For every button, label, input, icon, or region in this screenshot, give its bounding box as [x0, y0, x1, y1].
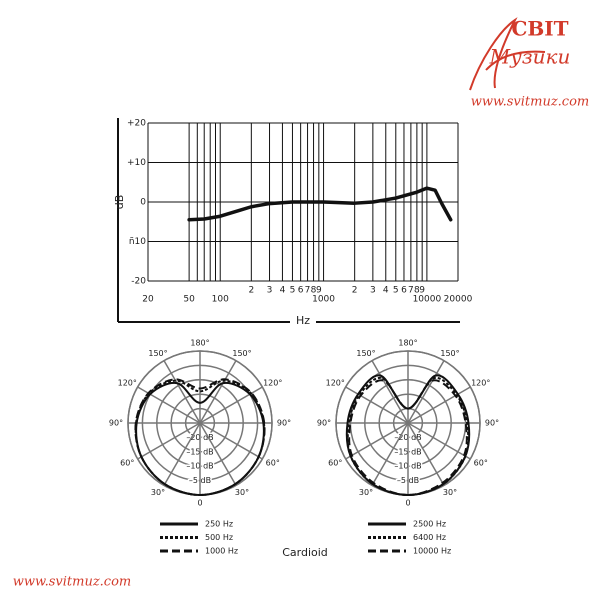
theta-tick-label: 120° — [118, 379, 137, 388]
y-tick-label: -20 — [131, 277, 146, 287]
legend-label: 6400 Hz — [413, 533, 446, 542]
polar-spoke — [163, 360, 201, 424]
x-tick-label: 8 — [414, 286, 420, 296]
theta-tick-label: 150° — [440, 349, 459, 358]
x-tick-label: 6 — [401, 286, 407, 296]
x-tick-label: 3 — [267, 286, 273, 296]
x-tick-label: 4 — [280, 286, 286, 296]
theta-tick-label: 0 — [197, 499, 202, 508]
polar-curve — [134, 378, 266, 496]
y-axis-label: dB — [113, 195, 126, 210]
x-tick-label: 7 — [305, 286, 311, 296]
theta-tick-label: 60° — [266, 459, 280, 468]
polar-spoke — [163, 422, 201, 486]
x-tick-label: 8 — [311, 286, 317, 296]
legend-label: 1000 Hz — [205, 547, 238, 556]
polar-spoke — [407, 422, 471, 460]
theta-tick-label: 60° — [474, 459, 488, 468]
polar-spoke — [407, 386, 471, 424]
x-tick-label: 5 — [290, 286, 296, 296]
x-tick-label: 20 — [142, 295, 154, 305]
x-tick-label: 1000 — [312, 295, 335, 305]
legend-label: 10000 Hz — [413, 547, 451, 556]
polar-spoke — [371, 422, 409, 486]
polar-curve — [134, 379, 266, 496]
theta-tick-label: 150° — [232, 349, 251, 358]
theta-tick-label: 60° — [328, 459, 342, 468]
polar-curve — [346, 376, 470, 496]
theta-tick-label: 30° — [151, 488, 165, 497]
polar-spoke — [407, 422, 445, 486]
y-tick-label: +10 — [127, 158, 146, 168]
polar-spoke — [371, 360, 409, 424]
x-tick-label: 6 — [298, 286, 304, 296]
legend-label: 500 Hz — [205, 533, 233, 542]
theta-tick-label: 30° — [235, 488, 249, 497]
theta-tick-label: 0 — [405, 499, 410, 508]
logo-swirl — [469, 17, 546, 91]
brand-name: СВІТ — [511, 17, 568, 41]
theta-tick-label: 120° — [263, 379, 282, 388]
theta-tick-label: 90° — [277, 419, 291, 428]
x-tick-label: 2 — [248, 286, 254, 296]
brand-url[interactable]: www.svitmuz.com — [471, 95, 590, 110]
y-tick-label: 0 — [140, 198, 146, 208]
theta-tick-label: 90° — [109, 419, 123, 428]
theta-tick-label: 90° — [485, 419, 499, 428]
x-tick-label: 100 — [212, 295, 229, 305]
theta-tick-label: 90° — [317, 419, 331, 428]
theta-tick-label: 150° — [148, 349, 167, 358]
polar-spoke — [137, 422, 201, 460]
response-line — [187, 186, 453, 222]
x-tick-label: 5 — [393, 286, 399, 296]
x-tick-label: 9 — [316, 286, 322, 296]
theta-tick-label: 150° — [356, 349, 375, 358]
x-axis-label: Hz — [296, 314, 310, 327]
x-tick-label: 9 — [419, 286, 425, 296]
x-tick-label: 50 — [183, 295, 195, 305]
legend-label: 250 Hz — [205, 520, 233, 529]
polar-spoke — [199, 360, 237, 424]
polar-curve — [348, 379, 468, 496]
footer-url[interactable]: www.svitmuz.com — [13, 575, 132, 590]
x-tick-label: 3 — [370, 286, 376, 296]
polar-spoke — [407, 360, 445, 424]
theta-tick-label: 30° — [443, 488, 457, 497]
x-tick-label: 7 — [408, 286, 414, 296]
y-tick-label: +20 — [127, 119, 146, 129]
brand-script: Музики — [489, 45, 571, 69]
theta-tick-label: 180° — [398, 339, 417, 348]
polar-spoke — [199, 422, 237, 486]
theta-tick-label: 60° — [120, 459, 134, 468]
x-tick-label: 10000 — [413, 295, 442, 305]
polar-spoke — [345, 422, 409, 460]
polar-spoke — [199, 422, 263, 460]
polar-spoke — [345, 386, 409, 424]
x-tick-label: 4 — [383, 286, 389, 296]
y-tick-label: ñ10 — [129, 237, 146, 247]
theta-tick-label: 120° — [326, 379, 345, 388]
legend-label: 2500 Hz — [413, 520, 446, 529]
x-tick-label: 2 — [352, 286, 358, 296]
theta-tick-label: 180° — [190, 339, 209, 348]
theta-tick-label: 30° — [359, 488, 373, 497]
x-tick-label: 20000 — [444, 295, 473, 305]
caption: Cardioid — [282, 546, 328, 559]
theta-tick-label: 120° — [471, 379, 490, 388]
